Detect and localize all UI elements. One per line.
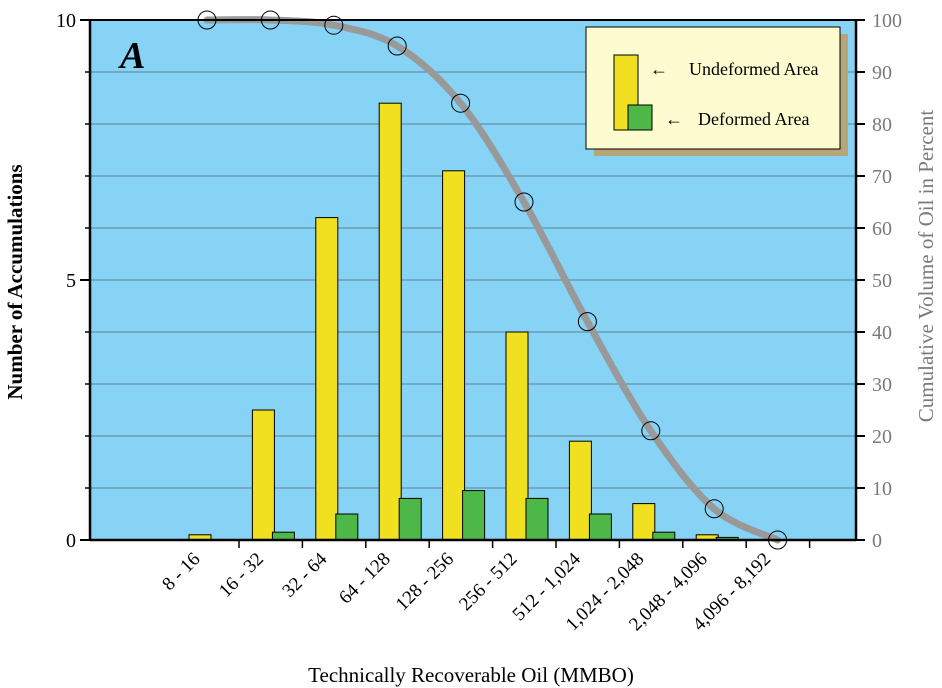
bar-deformed — [398, 497, 422, 541]
bar-undeformed — [568, 440, 592, 541]
legend-label-undeformed: Undeformed Area — [689, 59, 818, 79]
legend-arrow-deformed: ← — [665, 109, 683, 129]
cumulative-line — [203, 16, 782, 544]
cumulative-point — [704, 499, 724, 519]
bar-undeformed — [378, 102, 402, 541]
x-tick-label: 32 - 64 — [278, 548, 331, 601]
y-tick-label: 0 — [66, 530, 76, 552]
cumulative-point — [577, 312, 597, 332]
y2-tick-label: 30 — [872, 374, 892, 396]
y2-tick-label: 0 — [872, 530, 882, 552]
bar-deformed — [335, 513, 359, 541]
x-tick-label: 16 - 32 — [215, 549, 268, 602]
x-tick-label: 64 - 128 — [335, 549, 395, 609]
y2-tick-label: 20 — [872, 426, 892, 448]
y2-tick-label: 40 — [872, 322, 892, 344]
bar-undeformed — [315, 217, 339, 541]
y2-tick-label: 90 — [872, 62, 892, 84]
cumulative-point — [387, 36, 407, 56]
legend-swatch-deformed — [627, 104, 653, 131]
bar-deformed — [525, 497, 549, 541]
cumulative-point — [324, 15, 344, 35]
legend: ← Undeformed Area ← Deformed Area — [585, 26, 848, 156]
y2-tick-label: 80 — [872, 114, 892, 136]
bar-undeformed — [251, 409, 275, 541]
y2-tick-label: 50 — [872, 270, 892, 292]
cumulative-point — [451, 93, 471, 113]
bar-undeformed — [632, 503, 656, 541]
panel-label: A — [118, 35, 145, 77]
legend-arrow-undeformed: ← — [650, 59, 668, 79]
cumulative-point — [514, 192, 534, 212]
x-axis-title: Technically Recoverable Oil (MMBO) — [308, 663, 634, 687]
y2-axis-title: Cumulative Volume of Oil in Percent — [914, 110, 938, 423]
bar-deformed — [462, 490, 486, 541]
x-tick-label: 8 - 16 — [158, 549, 204, 595]
y2-tick-label: 100 — [872, 10, 902, 32]
y-axis-title: Number of Accumulations — [3, 164, 27, 399]
legend-label-deformed: Deformed Area — [698, 109, 809, 129]
bar-undeformed — [505, 331, 529, 541]
bar-deformed — [588, 513, 612, 541]
bar-undeformed — [442, 170, 466, 541]
y2-tick-label: 10 — [872, 478, 892, 500]
y2-tick-label: 60 — [872, 218, 892, 240]
cumulative-point — [641, 421, 661, 441]
y-tick-label: 10 — [56, 10, 76, 32]
x-tick-label: 128 - 256 — [392, 549, 458, 615]
y2-tick-label: 70 — [872, 166, 892, 188]
x-tick-label: 256 - 512 — [455, 549, 521, 615]
y-tick-label: 5 — [66, 270, 76, 292]
